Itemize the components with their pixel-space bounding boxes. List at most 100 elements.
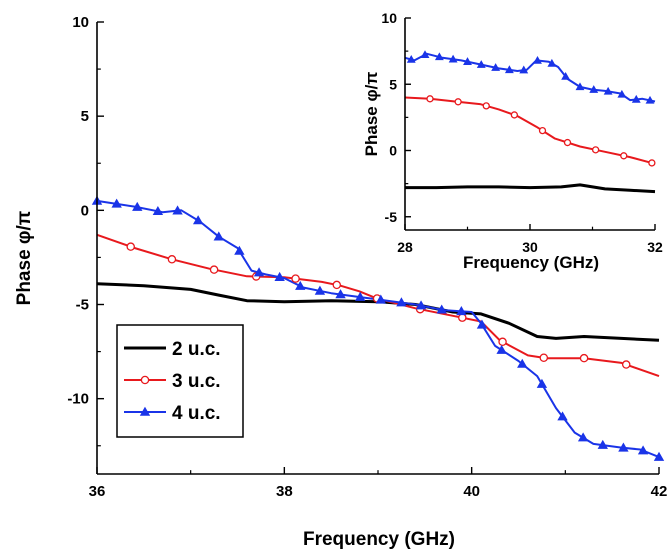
inset-series-3-point-17	[631, 94, 641, 103]
inset-series-3-point-13	[575, 82, 585, 91]
main-y-tick-label-4: 5	[81, 108, 89, 125]
main-series-3-point-19	[456, 306, 467, 316]
inset-y-tick-label-4: 10	[381, 10, 397, 26]
main-y-tick-label-5: 10	[72, 14, 89, 31]
main-plot: -10 -5 0 5 10 36 38 40 42 Frequency (GHz) Phase …	[14, 14, 667, 550]
main-series-2-point-9	[458, 313, 467, 322]
inset-series-3-point-2	[420, 50, 430, 58]
inset-x-tick-label-1: 28	[397, 239, 413, 255]
inset-x-axis-title: Frequency (GHz)	[463, 253, 599, 272]
main-x-tick-label-2: 38	[276, 483, 293, 500]
main-series-3-point-13	[335, 289, 346, 299]
inset-series-2-point-9	[648, 159, 656, 167]
inset-series-3-point-18	[645, 95, 655, 104]
main-y-tick-label-1: -10	[67, 391, 89, 408]
inset-series-3-point-6	[476, 60, 486, 68]
main-series-2-point-6	[332, 280, 342, 290]
legend-label-3: 4 u.c.	[172, 403, 221, 424]
inset-x-tick-label-3: 32	[647, 239, 663, 255]
inset-series-3-point-3	[434, 52, 444, 61]
inset-series-line-2	[404, 96, 656, 165]
inset-x-tick-label-2: 30	[522, 239, 538, 255]
inset-y-axis-title: Phase φ/π	[362, 72, 381, 157]
main-series-3-point-26	[597, 439, 608, 449]
inset-series-markers	[406, 50, 656, 167]
main-series-3-point-29	[653, 451, 665, 461]
legend-marker-3	[139, 406, 151, 416]
main-series-2-point-1	[126, 242, 135, 251]
inset-series-3-point-11	[547, 58, 557, 67]
main-series-3-point-28	[637, 445, 649, 455]
main-x-tick-label-4: 42	[651, 483, 668, 500]
main-series-3-point-24	[557, 411, 568, 421]
main-series-2-point-10	[498, 337, 507, 347]
main-y-tick-label-2: -5	[76, 297, 89, 314]
inset-plot: -5 0 5 10 28 30 32 Frequency (GHz) Phase φ/π	[362, 10, 663, 272]
main-series-2-point-2	[167, 255, 177, 264]
main-series-3-point-22	[517, 358, 528, 368]
inset-series-2-point-6	[563, 138, 572, 147]
legend-marker-2	[140, 375, 150, 385]
main-series-3-point-8	[234, 245, 245, 255]
inset-y-tick-label-2: 0	[389, 143, 397, 159]
main-series-3-point-16	[396, 297, 407, 307]
inset-series-3-point-4	[448, 54, 458, 63]
inset-series-3-point-8	[504, 65, 514, 74]
main-series-2-point-3	[209, 265, 219, 274]
inset-series-2-point-7	[591, 146, 600, 154]
main-series-3-point-10	[274, 271, 285, 281]
main-series-3-point-12	[314, 285, 326, 295]
main-series-3-point-4	[152, 205, 164, 216]
inset-series-lines	[404, 52, 656, 194]
inset-series-2-point-1	[426, 95, 434, 103]
main-series-2-point-12	[579, 353, 589, 363]
main-series-3-point-3	[132, 201, 143, 211]
main-series-3-point-5	[172, 205, 183, 215]
inset-series-line-3	[404, 52, 656, 103]
main-y-axis-title: Phase φ/π	[14, 210, 35, 305]
main-series-3-point-15	[375, 294, 386, 304]
inset-series-2-point-4	[510, 111, 519, 119]
main-series-3-point-25	[577, 432, 589, 442]
main-series-3-point-6	[192, 215, 204, 225]
main-series-3-point-21	[496, 344, 507, 354]
inset-series-3-point-1	[406, 54, 416, 63]
inset-series-3-point-10	[533, 55, 542, 64]
legend-label-1: 2 u.c.	[172, 339, 221, 360]
legend-label-2: 3 u.c.	[172, 371, 221, 392]
inset-series-3-point-16	[617, 89, 627, 98]
inset-series-3-point-15	[603, 86, 613, 95]
inset-y-tick-label-3: 5	[389, 76, 397, 92]
inset-series-3-point-5	[463, 57, 472, 65]
main-series-2-point-5	[291, 274, 300, 283]
inset-series-2-point-3	[482, 102, 490, 110]
main-series-3-point-17	[415, 300, 427, 310]
main-series-3-point-9	[253, 267, 265, 277]
main-series-3-point-20	[476, 319, 488, 329]
inset-axes: -5 0 5 10 28 30 32	[381, 10, 663, 255]
inset-series-2-point-8	[620, 152, 628, 160]
inset-series-2-point-2	[454, 98, 462, 106]
main-y-tick-label-3: 0	[81, 202, 89, 219]
inset-series-2-point-5	[538, 126, 547, 135]
main-series-2-point-11	[539, 353, 549, 363]
main-series-3-point-18	[436, 304, 447, 314]
inset-series-3-point-9	[519, 65, 529, 74]
main-series-3-point-2	[111, 198, 122, 208]
main-series-3-point-11	[295, 280, 306, 290]
main-series-markers	[91, 195, 665, 461]
main-series-3-point-14	[355, 291, 366, 301]
main-x-axis-title: Frequency (GHz)	[303, 529, 455, 550]
main-series-line-3	[96, 199, 660, 459]
main-series-3-point-7	[213, 231, 224, 241]
main-x-tick-label-1: 36	[89, 483, 106, 500]
inset-series-line-1	[405, 183, 656, 194]
main-x-tick-label-3: 40	[463, 483, 480, 500]
legend: 2 u.c. 3 u.c. 4 u.c.	[116, 324, 244, 438]
inset-series-3-point-14	[589, 85, 599, 93]
inset-y-tick-label-1: -5	[385, 209, 398, 225]
inset-series-3-point-12	[561, 72, 571, 80]
main-axes: -10 -5 0 5 10 36 38 40 42	[67, 14, 667, 500]
main-series-3-point-23	[536, 378, 548, 388]
